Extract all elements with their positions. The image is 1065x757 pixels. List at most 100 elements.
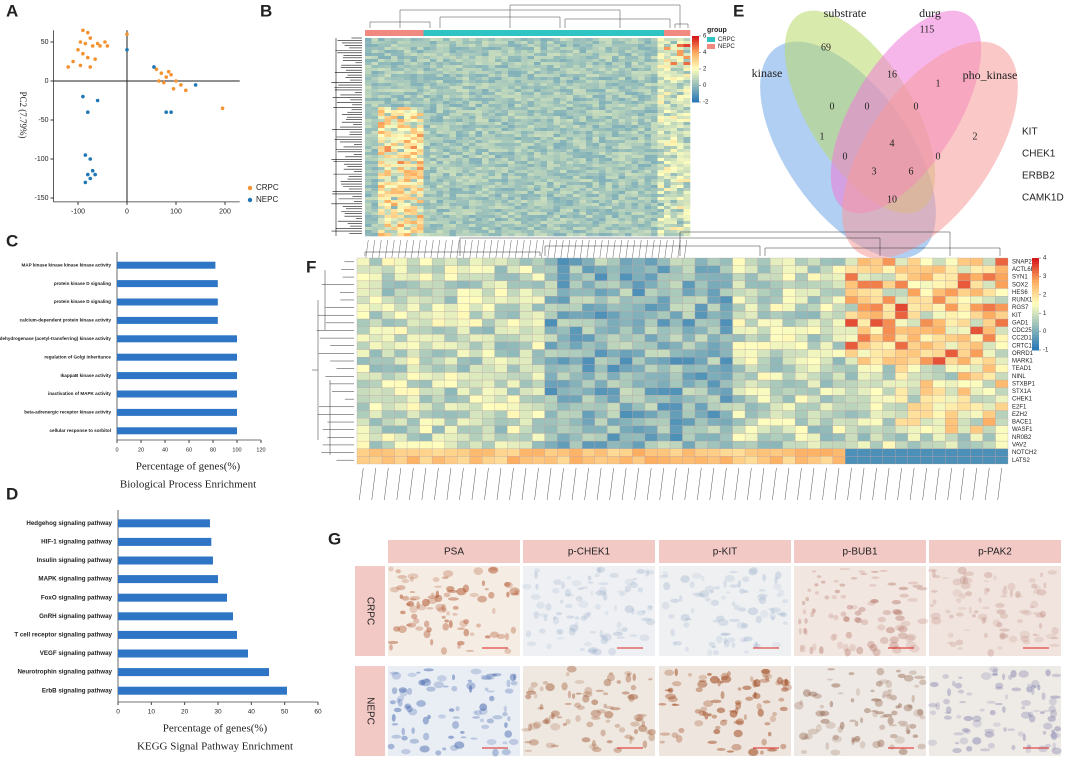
heat-cell [462,152,470,156]
heat-cell [644,74,652,78]
heat-cell [482,140,489,144]
heat-cell [625,146,632,150]
heat-cell [449,89,457,93]
heat-cell [371,230,379,234]
heat-cell [857,295,871,304]
heat-cell [423,134,431,138]
heat-cell [631,194,639,198]
heat-cell [378,47,385,51]
heat-cell [397,74,405,78]
heat-cell [419,288,433,297]
heat-cell [682,410,696,419]
heat-cell [870,334,883,343]
heat-cell [895,364,908,373]
group-strip [417,30,424,36]
heat-cell [508,146,515,150]
heat-cell [508,158,515,162]
heat-cell [573,191,580,195]
heat-cell [631,110,639,114]
heat-cell [957,341,971,350]
heat-cell [592,167,600,171]
heat-cell [356,273,370,282]
heat-cell [553,155,561,159]
heat-cell [365,230,372,234]
heat-cell [732,357,746,365]
heat-cell [419,433,433,442]
heat-cell [573,71,580,75]
heat-cell [540,65,548,69]
heat-cell [494,433,508,442]
heat-cell [508,71,515,75]
heat-cell [469,119,476,123]
colorbar-cell [692,55,699,59]
heat-cell [378,98,385,102]
heat-cell [391,224,398,228]
heat-cell [605,83,613,87]
heat-cell [638,182,645,186]
heat-cell [592,224,600,228]
heat-cell [443,230,450,234]
heat-cell [397,68,405,72]
heat-cell [356,257,370,266]
heat-cell [882,418,896,427]
heat-cell [406,273,420,282]
heat-cell [501,143,509,147]
dendrogram [509,4,681,28]
heat-cell [631,170,639,174]
x-tick-label: 30 [214,709,222,716]
heat-cell [521,194,528,198]
heat-cell [514,221,522,225]
heat-cell [644,158,652,162]
heat-cell [417,161,424,165]
heat-cell [795,379,808,388]
heat-cell [430,206,437,210]
heat-cell [423,191,431,195]
heat-cell [638,203,645,207]
heat-cell [618,56,626,60]
heat-cell [365,173,372,177]
heat-cell [744,318,758,327]
heat-cell [547,143,554,147]
heat-cell [677,209,684,213]
heat-cell [586,230,593,234]
heat-cell [397,221,405,225]
heat-cell [651,158,658,162]
heat-cell [769,295,783,304]
heat-cell [744,410,758,419]
set-label: kinase [752,66,783,80]
heat-cell [657,334,671,343]
heat-cell [419,334,433,343]
heat-cell [631,149,639,153]
heat-cell [365,62,372,66]
heat-cell [644,425,658,434]
heat-cell [573,38,580,42]
heat-cell [607,288,621,297]
heat-cell [882,265,896,274]
heat-cell [670,215,678,219]
heat-cell [436,65,444,69]
heat-cell [670,167,678,171]
heat-cell [397,83,405,87]
colorbar-cell [692,88,699,92]
heat-cell [397,218,405,222]
heat-cell [430,179,437,183]
heat-cell [547,65,554,69]
heat-cell [475,38,483,42]
heat-cell [527,74,535,78]
heat-cell [599,44,606,48]
heat-cell [573,89,580,93]
heat-cell [907,372,921,381]
heat-cell [677,170,684,174]
heat-cell [594,303,608,312]
heat-cell [456,113,463,117]
heat-cell [644,107,652,111]
heat-cell [417,194,424,198]
heat-cell [670,182,678,186]
heat-cell [527,140,535,144]
heat-cell [475,62,483,66]
heat-cell [677,71,684,75]
heat-cell [488,53,496,57]
heat-cell [449,56,457,60]
heat-cell [560,98,567,102]
heat-cell [566,158,574,162]
